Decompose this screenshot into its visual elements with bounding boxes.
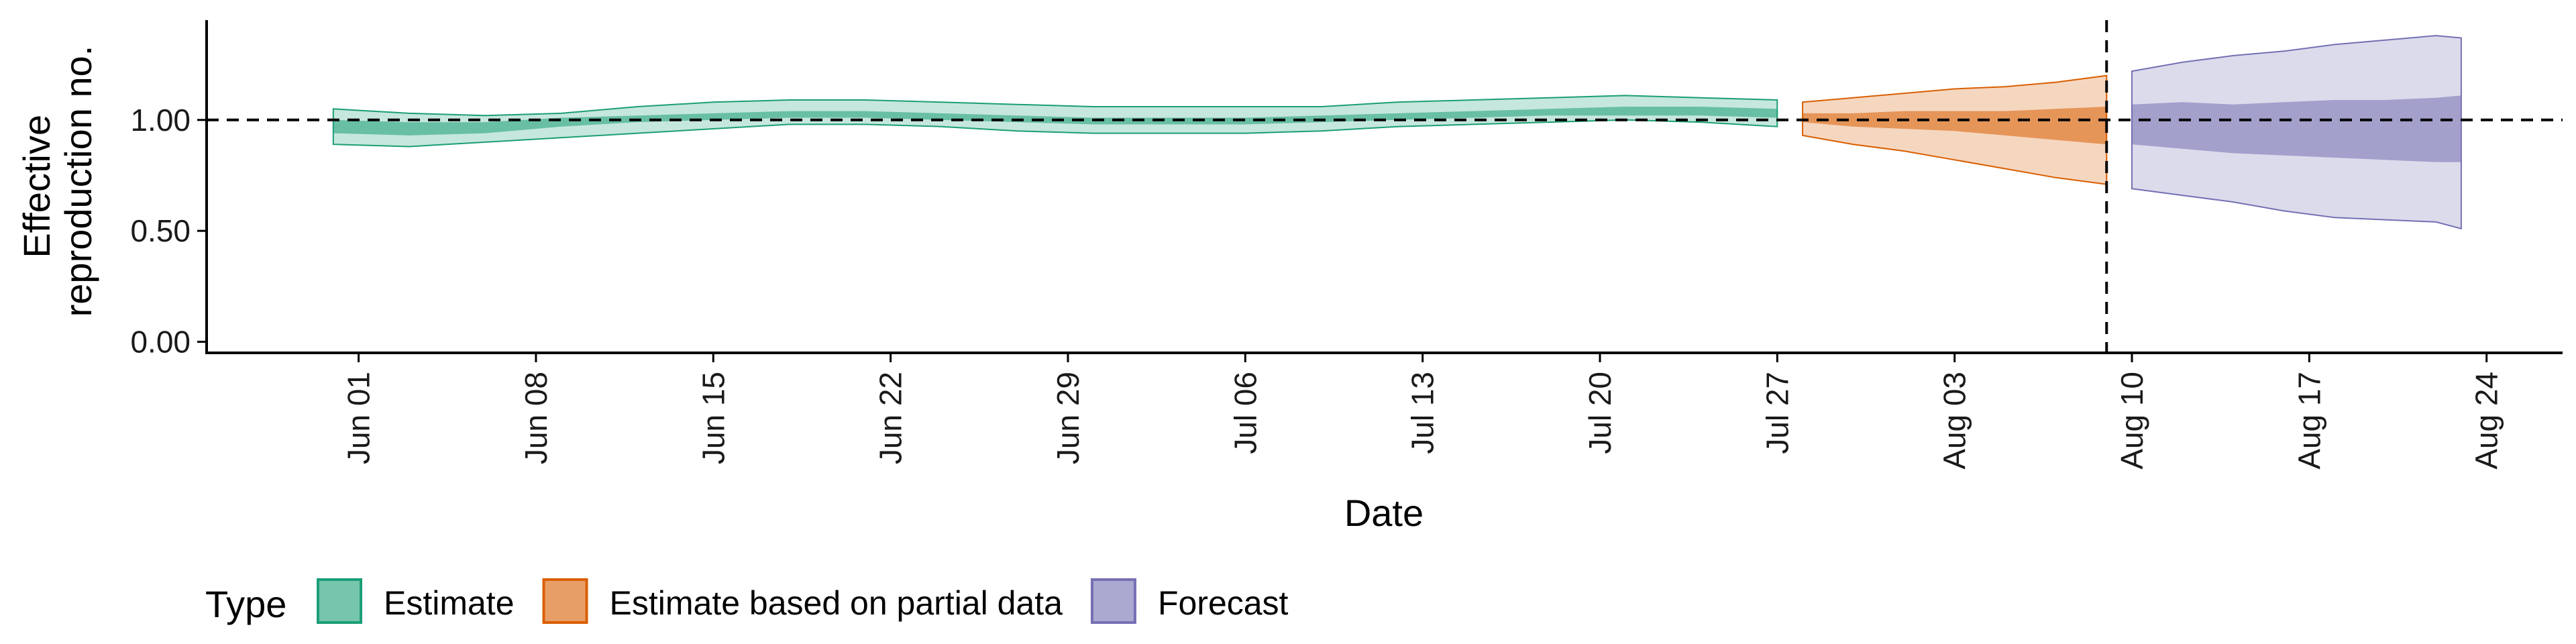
- x-ticks: Jun 01 Jun 08 Jun 15 Jun 22 Jun 29 Jul 06 Jul …: [341, 353, 2504, 470]
- uncertainty-bands: [332, 35, 2462, 230]
- y-axis-title-line-2: reproduction no.: [57, 46, 99, 317]
- x-tick-label: Jun 08: [519, 372, 553, 464]
- x-tick-label: Aug 24: [2469, 372, 2504, 470]
- legend-title: Type: [205, 583, 286, 625]
- legend-key-forecast: [1090, 578, 1136, 624]
- x-axis-title: Date: [1344, 492, 1424, 534]
- x-tick-label: Aug 03: [1937, 372, 1972, 470]
- y-axis-title: Effective reproduction no.: [15, 46, 99, 317]
- x-tick-label: Jul 20: [1582, 372, 1617, 454]
- band-50-forecast: [2132, 95, 2461, 162]
- y-tick-label: 1.00: [130, 103, 191, 138]
- x-tick-label: Jul 13: [1405, 372, 1440, 454]
- x-tick-label: Jun 01: [341, 372, 376, 464]
- x-tick-label: Aug 17: [2292, 372, 2326, 470]
- band-50-estimate-based-on-partial-data: [1803, 107, 2107, 145]
- legend-key-estimate-based-on-partial-data: [542, 578, 588, 624]
- axes: [205, 20, 2563, 354]
- legend-label-estimate-based-on-partial-data: Estimate based on partial data: [610, 584, 1063, 622]
- legend-label-estimate: Estimate: [384, 584, 515, 622]
- legend-items: Estimate Estimate based on partial data Fo…: [317, 578, 1289, 624]
- x-tick-label: Aug 10: [2114, 372, 2149, 470]
- y-tick-label: 0.00: [130, 324, 191, 359]
- y-axis-title-line-1: Effective: [15, 115, 58, 258]
- x-tick-label: Jun 15: [696, 372, 731, 464]
- y-tick-label: 0.50: [130, 213, 191, 248]
- reference-lines: [207, 20, 2563, 353]
- y-ticks: 0.00 0.50 1.00: [130, 103, 207, 359]
- x-tick-label: Jul 06: [1228, 372, 1263, 454]
- legend-key-estimate: [317, 578, 362, 624]
- legend-label-forecast: Forecast: [1158, 584, 1289, 622]
- x-tick-label: Jul 27: [1760, 372, 1794, 454]
- x-tick-label: Jun 22: [873, 372, 908, 464]
- x-tick-label: Jun 29: [1051, 372, 1085, 464]
- legend: Type Estimate Estimate based on partial d…: [205, 578, 1289, 625]
